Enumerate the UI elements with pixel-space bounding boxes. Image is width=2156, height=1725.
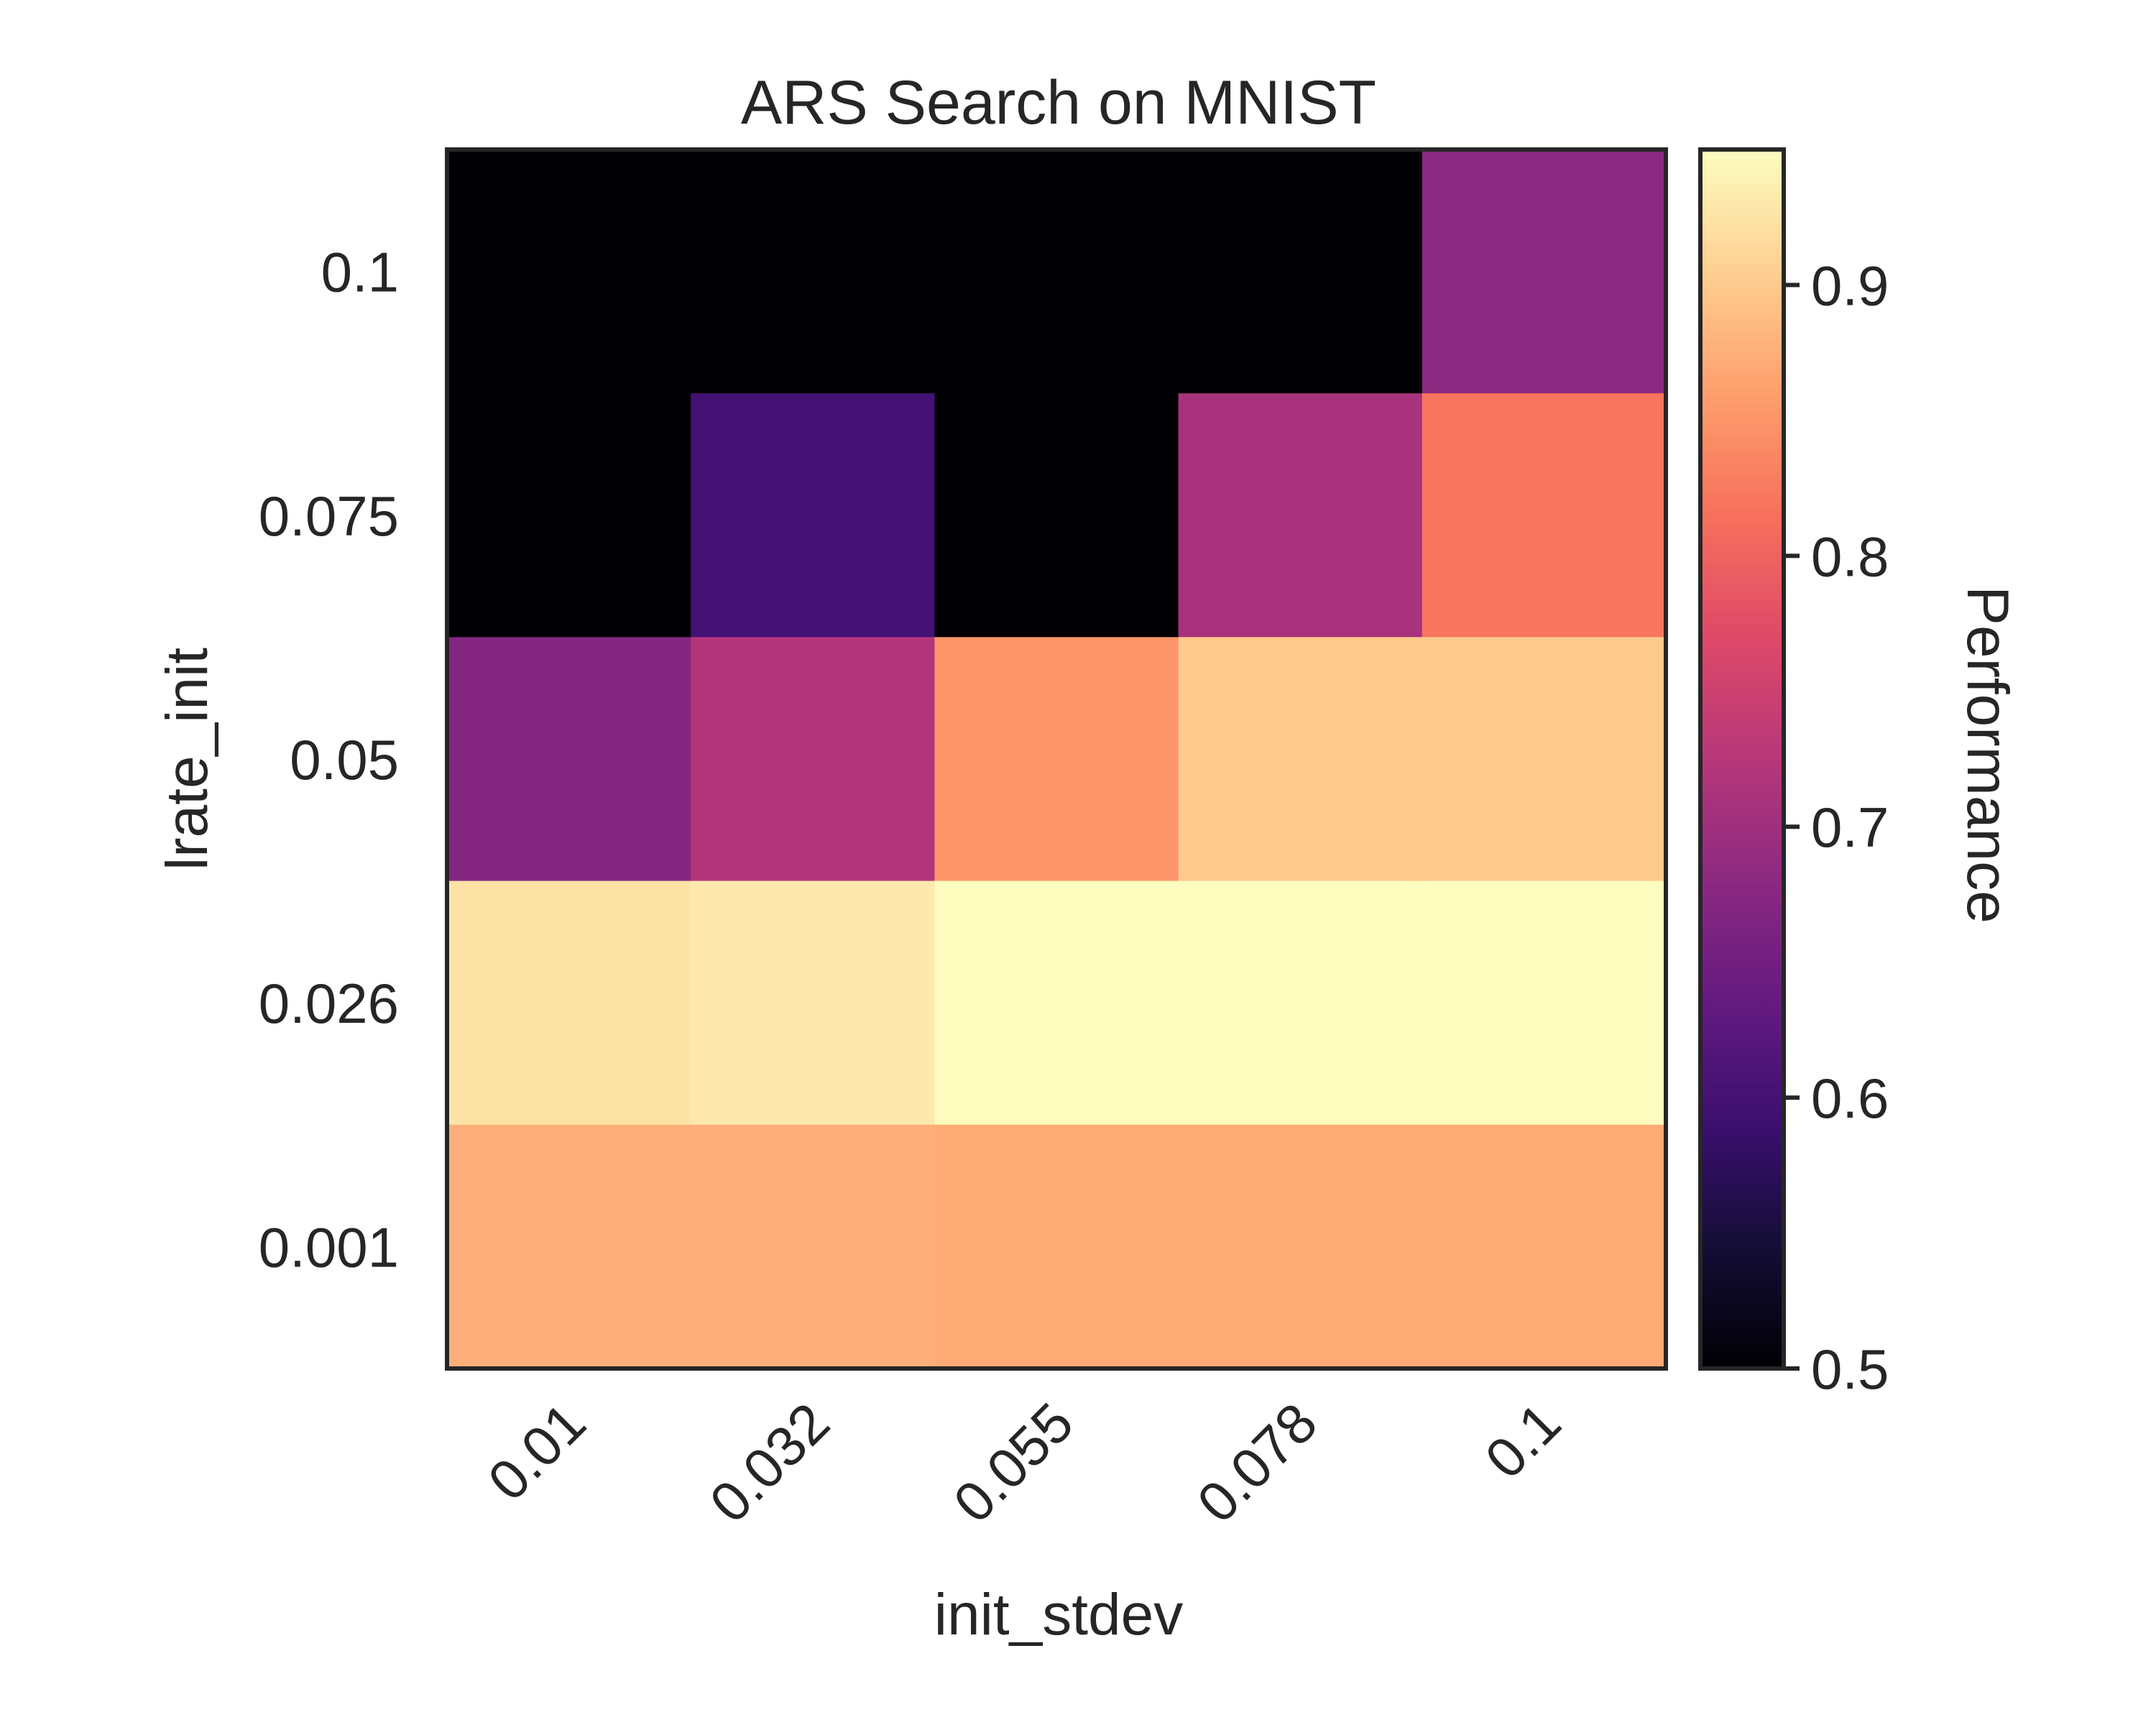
y-axis-label: lrate_init (155, 648, 220, 870)
colorbar-frame (1698, 147, 1786, 1371)
colorbar-tick-label: 0.6 (1811, 1067, 1889, 1130)
heatmap-cell (1178, 637, 1423, 882)
heatmap-cells (447, 150, 1667, 1369)
heatmap-cell (934, 1124, 1179, 1369)
colorbar-tick-label: 0.5 (1811, 1338, 1889, 1401)
heatmap-cell (447, 637, 691, 882)
colorbar (1700, 150, 1784, 1368)
heatmap-cell (1178, 393, 1423, 638)
heatmap-cell (1422, 1124, 1667, 1369)
colorbar-tick-label: 0.8 (1811, 525, 1889, 588)
x-tick-label: 0.055 (941, 1391, 1085, 1535)
heatmap-cell (1178, 1124, 1423, 1369)
heatmap-cell (1422, 393, 1667, 638)
colorbar-tick-label: 0.9 (1811, 254, 1889, 317)
x-tick-labels: 0.01 0.032 0.055 0.078 0.1 (476, 1391, 1572, 1535)
x-tick-label: 0.032 (698, 1391, 842, 1535)
heatmap-cell (691, 393, 935, 638)
plot-frame (445, 147, 1668, 1371)
y-tick-label: 0.001 (259, 1215, 399, 1279)
heatmap-cell (691, 150, 935, 394)
heatmap-cell (447, 880, 691, 1126)
heatmap-cell (1422, 880, 1667, 1126)
x-axis-label: init_stdev (934, 1582, 1183, 1647)
x-tick-label: 0.078 (1185, 1391, 1329, 1535)
heatmap-cell (447, 393, 691, 638)
heatmap-cell (1178, 150, 1423, 394)
y-tick-label: 0.075 (259, 484, 399, 548)
heatmap-cell (1178, 880, 1423, 1126)
heatmap-cell (1422, 637, 1667, 882)
heatmap-cell (691, 637, 935, 882)
colorbar-label: Performance (1955, 586, 2020, 923)
heatmap-cell (934, 637, 1179, 882)
y-tick-labels: 0.1 0.075 0.05 0.026 0.001 (259, 241, 399, 1279)
heatmap-cell (1422, 150, 1667, 394)
heatmap-cell (447, 150, 691, 394)
y-tick-label: 0.1 (321, 241, 399, 304)
heatmap-cell (934, 393, 1179, 638)
chart-title: ARS Search on MNIST (741, 68, 1376, 137)
heatmap-cell (934, 880, 1179, 1126)
y-tick-label: 0.05 (290, 728, 399, 791)
colorbar-ticks: 0.5 0.6 0.7 0.8 0.9 (1784, 254, 1889, 1401)
y-tick-label: 0.026 (259, 972, 399, 1035)
heatmap-cell (934, 150, 1179, 394)
x-tick-label: 0.1 (1473, 1391, 1573, 1491)
heatmap-cell (691, 1124, 935, 1369)
x-tick-label: 0.01 (476, 1391, 598, 1513)
heatmap-cell (447, 1124, 691, 1369)
colorbar-tick-label: 0.7 (1811, 796, 1889, 859)
heatmap-cell (691, 880, 935, 1126)
